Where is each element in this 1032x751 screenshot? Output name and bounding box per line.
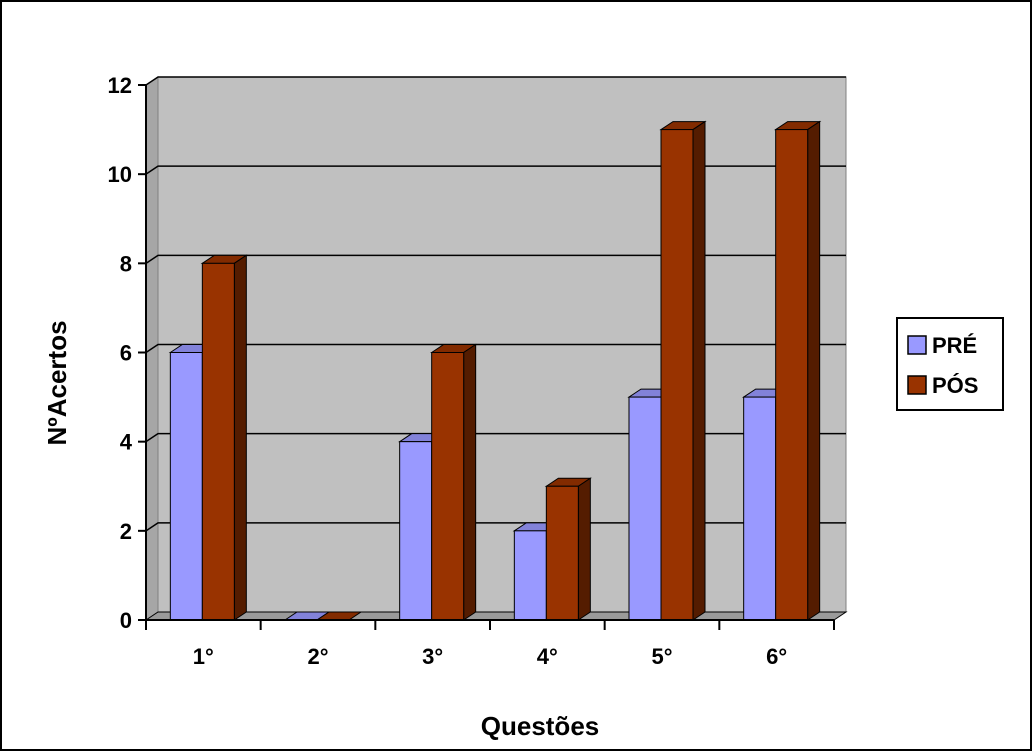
- bar-pos-6: [774, 120, 822, 621]
- bar-front: [628, 396, 662, 621]
- legend: PRÉ PÓS: [896, 317, 1004, 411]
- x-tick-label: 2°: [307, 644, 328, 669]
- gridline: [145, 76, 846, 86]
- legend-label: PÓS: [932, 373, 978, 398]
- bar-side: [692, 120, 706, 621]
- x-tick-label: 4°: [537, 644, 558, 669]
- x-tick-label: 1°: [193, 644, 214, 669]
- gridline: [145, 165, 846, 175]
- y-tick-label: 2: [120, 519, 132, 544]
- x-tick-label: 5°: [651, 644, 672, 669]
- x-axis-title: Questões: [481, 711, 600, 741]
- gridline: [145, 522, 846, 532]
- legend-swatch: [907, 335, 927, 355]
- y-tick-labels: 0 2 4 6 8 10 12: [108, 73, 133, 633]
- bar-pos-3: [430, 343, 478, 621]
- y-tick-label: 10: [108, 162, 132, 187]
- gridline: [145, 432, 846, 443]
- y-tick-label: 4: [120, 430, 133, 455]
- bars: [168, 120, 822, 621]
- gridline: [145, 254, 846, 264]
- y-axis-title: NºAcertos: [42, 320, 72, 445]
- bar-front: [431, 352, 465, 621]
- bar-front: [399, 441, 433, 621]
- gridlines: [145, 76, 846, 532]
- plot-floor: [144, 611, 848, 621]
- bar-side: [463, 343, 477, 621]
- bar-front: [169, 352, 203, 621]
- axes: [138, 84, 835, 630]
- legend-label: PRÉ: [932, 333, 977, 358]
- y-tick-label: 0: [120, 608, 132, 633]
- bar-side: [807, 120, 821, 621]
- y-tick-label: 8: [120, 251, 132, 276]
- bar-front: [545, 485, 579, 621]
- bar-front: [743, 396, 777, 621]
- bar-side: [233, 254, 247, 621]
- y-tick-label: 6: [120, 341, 132, 366]
- bar-front: [201, 262, 235, 621]
- bar-pos-4: [544, 477, 592, 621]
- legend-entry-pre: PRÉ: [907, 333, 977, 358]
- x-tick-labels: 1° 2° 3° 4° 5° 6°: [193, 644, 787, 669]
- legend-entry-pos: PÓS: [907, 373, 978, 398]
- plot-area: [144, 76, 848, 621]
- bar-front: [513, 530, 547, 621]
- y-tick-label: 12: [108, 73, 132, 98]
- bar-front: [660, 129, 694, 621]
- bar-pos-5: [659, 120, 707, 621]
- legend-swatch: [907, 375, 927, 395]
- gridline: [145, 343, 846, 354]
- x-tick-label: 3°: [422, 644, 443, 669]
- bar-pos-1: [200, 254, 248, 621]
- x-tick-label: 6°: [766, 644, 787, 669]
- bar-side: [577, 477, 591, 621]
- legend-entries: PRÉ PÓS: [907, 333, 978, 398]
- bar-front: [775, 129, 809, 621]
